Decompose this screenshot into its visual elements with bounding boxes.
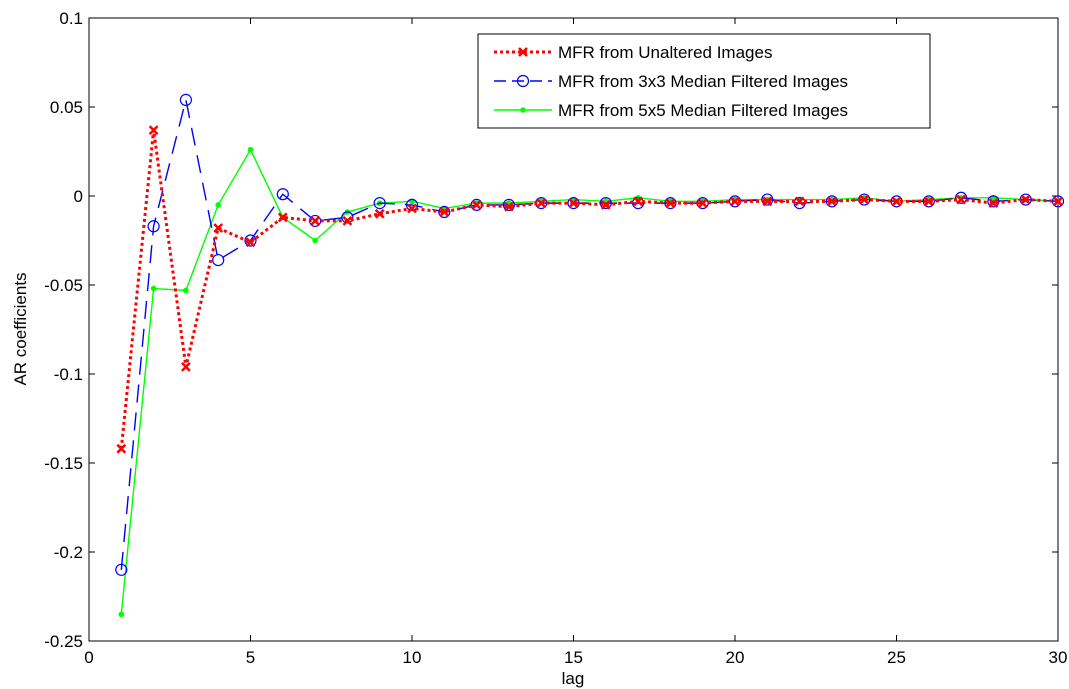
data-point <box>1051 195 1065 208</box>
data-point <box>502 198 515 211</box>
data-point <box>1053 196 1063 207</box>
data-point <box>116 443 127 454</box>
data-point <box>244 234 257 247</box>
data-point <box>599 197 612 210</box>
series-layer <box>115 93 1065 618</box>
x-tick-label: 10 <box>403 648 422 667</box>
data-point <box>600 200 611 210</box>
data-point <box>277 212 288 223</box>
data-point <box>341 211 354 224</box>
data-point <box>312 237 318 244</box>
data-point <box>504 201 514 212</box>
legend-marker <box>518 47 528 57</box>
data-point <box>762 196 773 207</box>
legend-marker <box>516 74 530 88</box>
data-point <box>245 237 256 248</box>
data-point <box>212 253 225 267</box>
data-point <box>1020 194 1031 205</box>
y-tick-label: -0.15 <box>44 454 83 473</box>
data-point <box>150 285 157 292</box>
y-tick-label: -0.1 <box>54 365 83 384</box>
x-tick-label: 20 <box>726 648 745 667</box>
data-point <box>147 220 160 233</box>
data-point <box>181 361 191 372</box>
series-2 <box>115 93 1065 576</box>
data-point <box>988 198 999 209</box>
data-point <box>633 196 643 207</box>
data-point <box>310 216 320 226</box>
x-axis-label: lag <box>562 669 585 688</box>
data-point <box>276 188 289 201</box>
data-point <box>247 146 254 153</box>
data-point <box>761 193 774 206</box>
legend-box <box>477 33 931 129</box>
series-line <box>119 129 1059 449</box>
data-point <box>827 196 837 207</box>
data-point <box>148 125 159 136</box>
data-point <box>794 196 805 207</box>
legend-label: MFR from 3x3 Median Filtered Images <box>558 72 848 91</box>
data-point <box>183 287 189 294</box>
data-point <box>374 208 385 219</box>
y-tick-label: -0.2 <box>54 543 83 562</box>
data-point <box>793 197 806 210</box>
data-point <box>342 216 353 226</box>
x-axis-ticks: 0 5 10 15 20 25 30 <box>84 18 1067 667</box>
data-point <box>730 196 740 207</box>
data-point <box>407 203 417 214</box>
data-point <box>825 195 839 208</box>
legend: MFR from Unaltered Images MFR from 3x3 Me… <box>477 33 931 129</box>
data-point <box>923 196 934 207</box>
legend-label: MFR from Unaltered Images <box>558 43 772 62</box>
legend-entry: MFR from 5x5 Median Filtered Images <box>494 101 848 120</box>
data-point <box>956 194 966 205</box>
data-point <box>954 191 968 204</box>
series-1 <box>116 125 1063 454</box>
legend-entry: MFR from Unaltered Images <box>494 43 772 62</box>
data-point <box>439 207 450 217</box>
data-point <box>891 196 902 207</box>
data-point <box>115 563 128 576</box>
data-point <box>922 195 935 208</box>
legend-label: MFR from 5x5 Median Filtered Images <box>558 101 848 120</box>
legend-marker <box>520 107 526 113</box>
data-point <box>568 198 579 209</box>
y-tick-label: -0.05 <box>44 276 83 295</box>
x-tick-label: 30 <box>1049 648 1068 667</box>
data-point <box>987 195 1000 208</box>
y-tick-label: 0.1 <box>59 9 83 28</box>
data-point <box>179 93 192 106</box>
x-tick-label: 5 <box>246 648 255 667</box>
data-point <box>405 198 419 211</box>
data-point <box>373 197 386 210</box>
y-tick-label: 0.05 <box>50 98 83 117</box>
data-point <box>215 202 221 208</box>
y-tick-label: 0 <box>74 187 83 206</box>
data-point <box>665 198 676 209</box>
data-point <box>859 194 870 205</box>
y-axis-label: AR coefficients <box>11 272 30 385</box>
data-point <box>213 223 224 233</box>
data-point <box>471 200 482 210</box>
data-point <box>536 198 547 209</box>
x-tick-label: 0 <box>84 648 93 667</box>
data-point <box>697 198 708 209</box>
data-point <box>118 611 125 618</box>
y-axis-ticks: 0.1 0.05 0 -0.05 -0.1 -0.15 -0.2 -0.25 <box>44 9 1058 651</box>
x-tick-label: 25 <box>887 648 906 667</box>
data-point <box>664 197 677 210</box>
x-tick-label: 15 <box>564 648 583 667</box>
y-tick-label: -0.25 <box>44 632 83 651</box>
legend-entry: MFR from 3x3 Median Filtered Images <box>494 72 848 91</box>
data-point <box>438 205 451 219</box>
